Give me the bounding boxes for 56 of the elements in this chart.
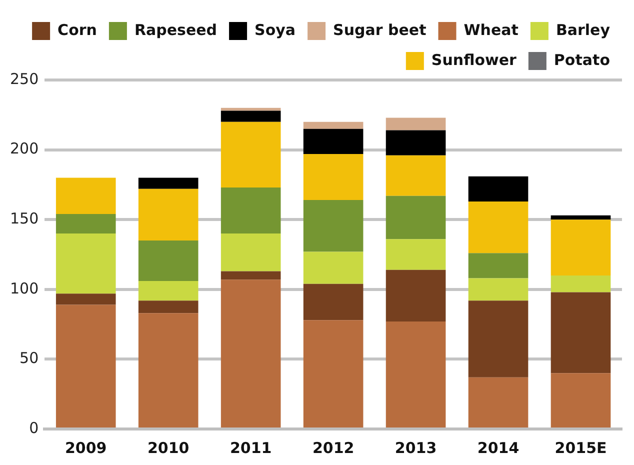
bar <box>303 252 364 284</box>
bar <box>468 300 528 378</box>
legend-label: Corn <box>58 20 97 39</box>
bar <box>138 300 198 314</box>
bar <box>303 128 364 154</box>
bar <box>386 196 446 240</box>
bar <box>468 176 528 202</box>
bar <box>138 281 198 301</box>
y-tick-label: 200 <box>10 140 39 158</box>
y-tick-label: 50 <box>20 349 39 368</box>
legend-label: Rapeseed <box>134 20 218 39</box>
bar <box>138 178 198 189</box>
bar <box>386 130 446 156</box>
bar <box>468 201 528 254</box>
x-tick-label: 2012 <box>312 438 354 457</box>
x-tick-label: 2009 <box>64 438 107 457</box>
y-tick-label: 150 <box>10 209 39 228</box>
x-tick-label: 2013 <box>394 438 437 457</box>
bar <box>220 271 281 280</box>
bar <box>386 239 446 270</box>
bar <box>56 178 116 214</box>
bar <box>550 275 611 292</box>
bar <box>220 110 281 122</box>
x-tick-label: 2010 <box>147 438 190 457</box>
bar <box>468 253 528 278</box>
bar <box>386 270 446 322</box>
bar <box>56 234 116 294</box>
bar <box>303 122 364 129</box>
legend-label: Sunflower <box>431 50 518 69</box>
bar <box>550 215 611 220</box>
bar <box>550 292 611 374</box>
y-tick-label: 100 <box>10 279 39 298</box>
legend-label: Soya <box>254 20 296 39</box>
x-tick-label: 2011 <box>230 438 272 457</box>
bar <box>138 188 198 241</box>
y-tick-label: 0 <box>29 418 39 437</box>
bar <box>303 200 364 252</box>
bar <box>550 220 611 276</box>
bar <box>220 122 281 188</box>
bar <box>386 118 446 130</box>
bar <box>56 294 116 305</box>
legend-label: Barley <box>556 20 610 39</box>
bar <box>138 240 198 282</box>
bar <box>303 154 364 200</box>
bar <box>468 278 528 301</box>
bar <box>220 234 281 272</box>
legend-label: Potato <box>554 50 610 69</box>
bar <box>220 187 281 234</box>
x-tick-label: 2015E <box>554 438 607 457</box>
legend-label: Wheat <box>464 20 518 39</box>
bar <box>303 284 364 320</box>
legend-label: Sugar beet <box>333 20 426 39</box>
bar <box>56 214 116 234</box>
y-tick-label: 250 <box>10 70 39 88</box>
bar <box>386 155 446 196</box>
x-tick-label: 2014 <box>477 438 520 457</box>
